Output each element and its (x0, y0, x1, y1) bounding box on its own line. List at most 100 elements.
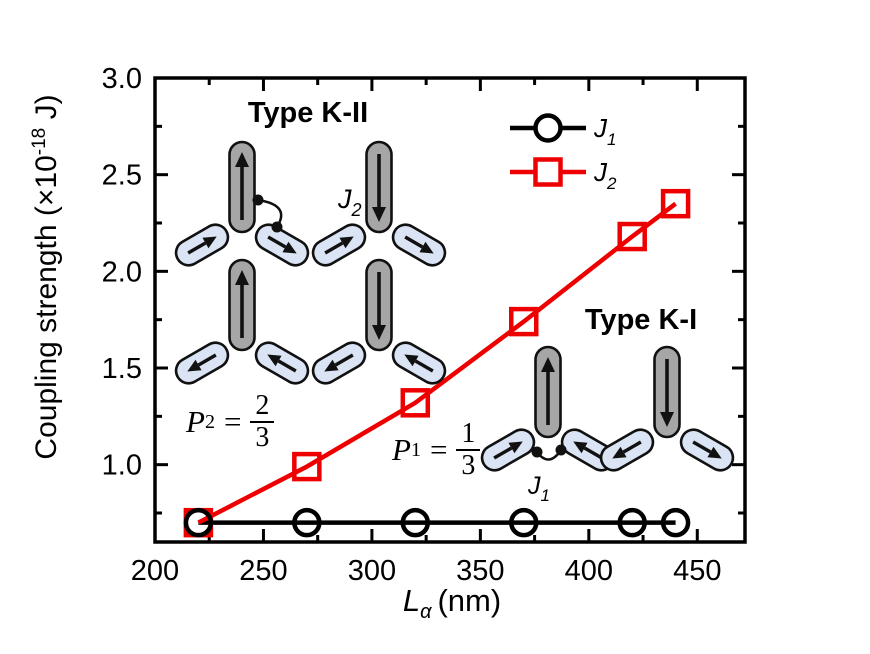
legend-square-marker-icon (533, 157, 563, 187)
p2-variable: P (186, 404, 205, 439)
x-axis-variable: L (402, 583, 421, 618)
connector-dot (271, 221, 283, 233)
x-tick-label: 250 (239, 555, 287, 587)
x-tick-label: 400 (565, 555, 613, 587)
p2-equals: = (223, 404, 242, 439)
y-axis-label-unit: J) (30, 94, 63, 128)
p1-subscript: 1 (410, 438, 421, 461)
j1-marker (509, 507, 539, 538)
p2-numerator: 2 (250, 391, 275, 423)
y-tick-label: 1.0 (102, 450, 142, 482)
j1-marker (183, 507, 214, 538)
right-magnet (391, 341, 447, 385)
j2-marker (292, 451, 322, 482)
p1-denominator: 3 (461, 450, 476, 481)
down-arrow-icon (660, 359, 674, 427)
j2-marker (660, 188, 691, 219)
kagome-vertex-icon (480, 345, 616, 472)
down-arrow-icon (372, 154, 386, 222)
y-tick-label: 1.5 (102, 353, 142, 385)
legend-circle-marker-icon (533, 113, 563, 143)
x-tick-label: 300 (348, 555, 396, 587)
connector-dot (555, 444, 567, 456)
out-arrow-icon (267, 235, 297, 254)
kagome-vertex-icon (311, 258, 447, 385)
left-magnet (599, 428, 655, 472)
kagome-vertex-icon (174, 140, 310, 267)
in-arrow-icon (573, 441, 603, 460)
left-magnet (480, 428, 536, 472)
left-magnet (174, 341, 230, 385)
axis-ticks: 200 250 300 350 400 450 1.0 1.5 2.0 2.5 3.0 (102, 63, 745, 587)
left-magnet (311, 223, 367, 267)
legend-label: J2 (593, 157, 617, 193)
right-magnet (391, 223, 447, 267)
y-tick-label: 3.0 (102, 63, 142, 95)
legend-entry-j1: J1 (510, 113, 616, 149)
in-arrow-icon (267, 354, 297, 373)
y-tick-label: 2.5 (102, 160, 142, 192)
connector-dot (252, 194, 264, 206)
j2-marker (509, 306, 539, 337)
kagome-vertex-icon (599, 345, 735, 472)
in-arrow-icon (404, 354, 434, 373)
y-axis-label: Coupling strength (×10-18 J) (17, 17, 63, 537)
y-axis-label-text: Coupling strength ( (30, 206, 63, 460)
right-magnet (254, 223, 310, 267)
up-arrow-icon (541, 357, 555, 425)
up-arrow-icon (235, 270, 249, 338)
j1-marker (660, 507, 691, 538)
j1-marker (292, 507, 322, 538)
type-k1-title: Type K-I (584, 304, 698, 336)
y-tick-label: 2.0 (102, 256, 142, 288)
plot-frame (153, 76, 747, 544)
p2-denominator: 3 (255, 422, 270, 453)
left-magnet (174, 223, 230, 267)
x-tick-label: 350 (456, 555, 504, 587)
j2-annotation-label: J2 (337, 184, 362, 220)
right-magnet (679, 428, 735, 472)
j1-annotation-label: J1 (527, 472, 550, 505)
j1-marker (400, 507, 431, 538)
j2-marker (400, 388, 431, 418)
out-arrow-icon (324, 353, 354, 372)
y-axis-label-times: ×10 (30, 155, 63, 207)
right-magnet (254, 341, 310, 385)
legend-label: J1 (593, 113, 616, 149)
connector-dot (531, 446, 543, 458)
j1-connector: J1 (527, 444, 567, 505)
out-arrow-icon (692, 440, 722, 459)
down-arrow-icon (372, 272, 386, 340)
p2-subscript: 2 (204, 410, 215, 433)
x-tick-label: 200 (131, 555, 179, 587)
kagome-vertex-icon (174, 258, 310, 385)
x-axis-unit: (nm) (437, 583, 502, 618)
y-axis-label-exponent: -18 (29, 127, 50, 156)
j1-marker (617, 507, 647, 538)
j2-series-line (197, 201, 677, 525)
x-axis-label: Lα (nm) (352, 583, 552, 624)
p1-numerator: 1 (456, 419, 481, 451)
p1-variable: P (392, 432, 411, 467)
j2-marker (617, 221, 647, 252)
type-k2-title: Type K-II (247, 97, 369, 129)
in-arrow-icon (187, 236, 217, 255)
out-arrow-icon (612, 440, 642, 459)
p1-equals: = (429, 432, 448, 467)
x-axis-subscript: α (420, 601, 432, 624)
up-arrow-icon (235, 152, 249, 220)
left-magnet (311, 341, 367, 385)
in-arrow-icon (324, 236, 354, 255)
out-arrow-icon (187, 353, 217, 372)
out-arrow-icon (404, 235, 434, 254)
kagome-vertex-icon (311, 140, 447, 267)
in-arrow-icon (493, 441, 523, 460)
legend-entry-j2: J2 (510, 157, 617, 193)
